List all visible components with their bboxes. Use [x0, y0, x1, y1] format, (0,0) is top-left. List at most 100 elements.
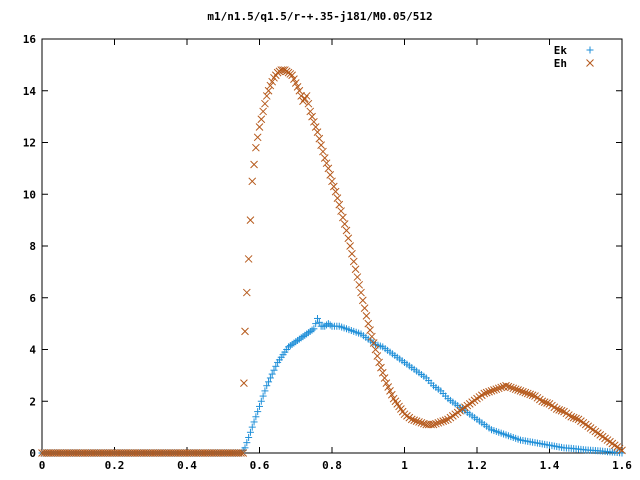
chart-title: m1/n1.5/q1.5/r-+.35-j181/M0.05/512 — [207, 10, 432, 23]
eh-point — [311, 123, 320, 131]
ek-point — [286, 342, 294, 350]
eh-point — [519, 387, 527, 396]
eh-point — [355, 280, 364, 289]
eh-point — [371, 345, 380, 354]
eh-point — [436, 418, 445, 426]
eh-point — [543, 399, 551, 407]
eh-point — [315, 134, 324, 143]
eh-point — [523, 389, 532, 398]
ek-point — [265, 378, 273, 386]
eh-point — [387, 390, 396, 399]
eh-point — [339, 213, 347, 222]
eh-point — [373, 352, 382, 360]
eh-point — [412, 417, 421, 425]
ek-point — [254, 408, 262, 416]
eh-point — [429, 420, 438, 429]
eh-point — [313, 128, 322, 137]
eh-point — [494, 384, 503, 393]
legend-label-ek: Ek — [554, 44, 568, 57]
eh-point — [364, 319, 373, 328]
eh-point — [324, 164, 333, 173]
eh-point — [290, 75, 298, 83]
eh-point — [328, 177, 336, 186]
eh-point — [349, 257, 358, 266]
eh-point — [295, 86, 304, 95]
eh-point — [344, 234, 353, 243]
eh-point — [538, 397, 547, 406]
ek-point — [292, 338, 300, 346]
y-tick-label: 6 — [29, 292, 36, 305]
eh-point — [380, 374, 389, 382]
ek-point — [250, 418, 258, 426]
y-tick-label: 4 — [29, 344, 36, 357]
eh-point — [248, 177, 257, 186]
ek-point — [326, 321, 334, 329]
eh-point — [378, 368, 387, 377]
eh-point — [557, 406, 566, 415]
eh-point — [384, 383, 393, 391]
ek-point — [257, 397, 265, 405]
eh-point — [241, 327, 249, 336]
eh-point — [377, 363, 385, 372]
eh-point — [521, 388, 530, 397]
eh-point — [511, 385, 520, 394]
eh-point — [308, 112, 316, 121]
x-tick-label: 1 — [401, 459, 408, 472]
eh-point — [362, 312, 371, 320]
eh-point — [240, 379, 248, 387]
data-marks — [38, 66, 626, 457]
y-tick-label: 0 — [29, 447, 36, 460]
legend-label-eh: Eh — [554, 57, 567, 70]
y-tick-label: 2 — [29, 395, 36, 408]
ek-point — [299, 333, 307, 341]
eh-point — [262, 92, 271, 100]
eh-point — [250, 160, 258, 169]
ek-point — [256, 402, 263, 410]
eh-point — [293, 83, 302, 91]
y-tick-label: 10 — [23, 188, 36, 201]
eh-point — [572, 414, 580, 423]
ek-point — [324, 320, 332, 328]
ek-point — [272, 362, 280, 370]
eh-point — [360, 304, 369, 312]
eh-point — [366, 326, 374, 334]
eh-point — [291, 79, 300, 87]
eh-point — [417, 418, 426, 427]
eh-point — [244, 255, 253, 263]
x-tick-label: 0.8 — [322, 459, 342, 472]
eh-point — [266, 81, 275, 90]
x-tick-label: 0.4 — [177, 459, 197, 472]
y-tick-label: 14 — [23, 85, 37, 98]
y-tick-label: 16 — [23, 33, 37, 46]
eh-point — [485, 387, 493, 396]
eh-point — [410, 416, 419, 425]
eh-point — [407, 415, 416, 424]
eh-point — [331, 187, 340, 196]
ek-point — [303, 330, 311, 338]
eh-point — [242, 288, 251, 297]
eh-point — [302, 92, 311, 100]
eh-point — [239, 449, 248, 457]
x-tick-label: 0.2 — [105, 459, 125, 472]
axis-ticks: 0 0.2 0.4 0.6 0.8 1 1.2 1.4 1.6 0 2 4 6 8 10 12 14 16 — [23, 33, 633, 472]
eh-point — [432, 419, 440, 428]
ek-point — [315, 318, 323, 326]
eh-point — [257, 115, 266, 124]
eh-point — [335, 200, 344, 209]
eh-point — [333, 194, 342, 202]
ek-point — [263, 382, 271, 390]
eh-point — [297, 92, 306, 100]
eh-point — [253, 133, 262, 142]
y-tick-label: 12 — [23, 137, 36, 150]
eh-point — [434, 418, 443, 427]
eh-point — [375, 358, 383, 367]
eh-point — [264, 86, 273, 95]
ek-point — [290, 339, 298, 347]
eh-point — [319, 147, 327, 156]
eh-point — [326, 170, 335, 179]
x-tick-label: 0.6 — [250, 459, 270, 472]
eh-point — [514, 386, 522, 394]
